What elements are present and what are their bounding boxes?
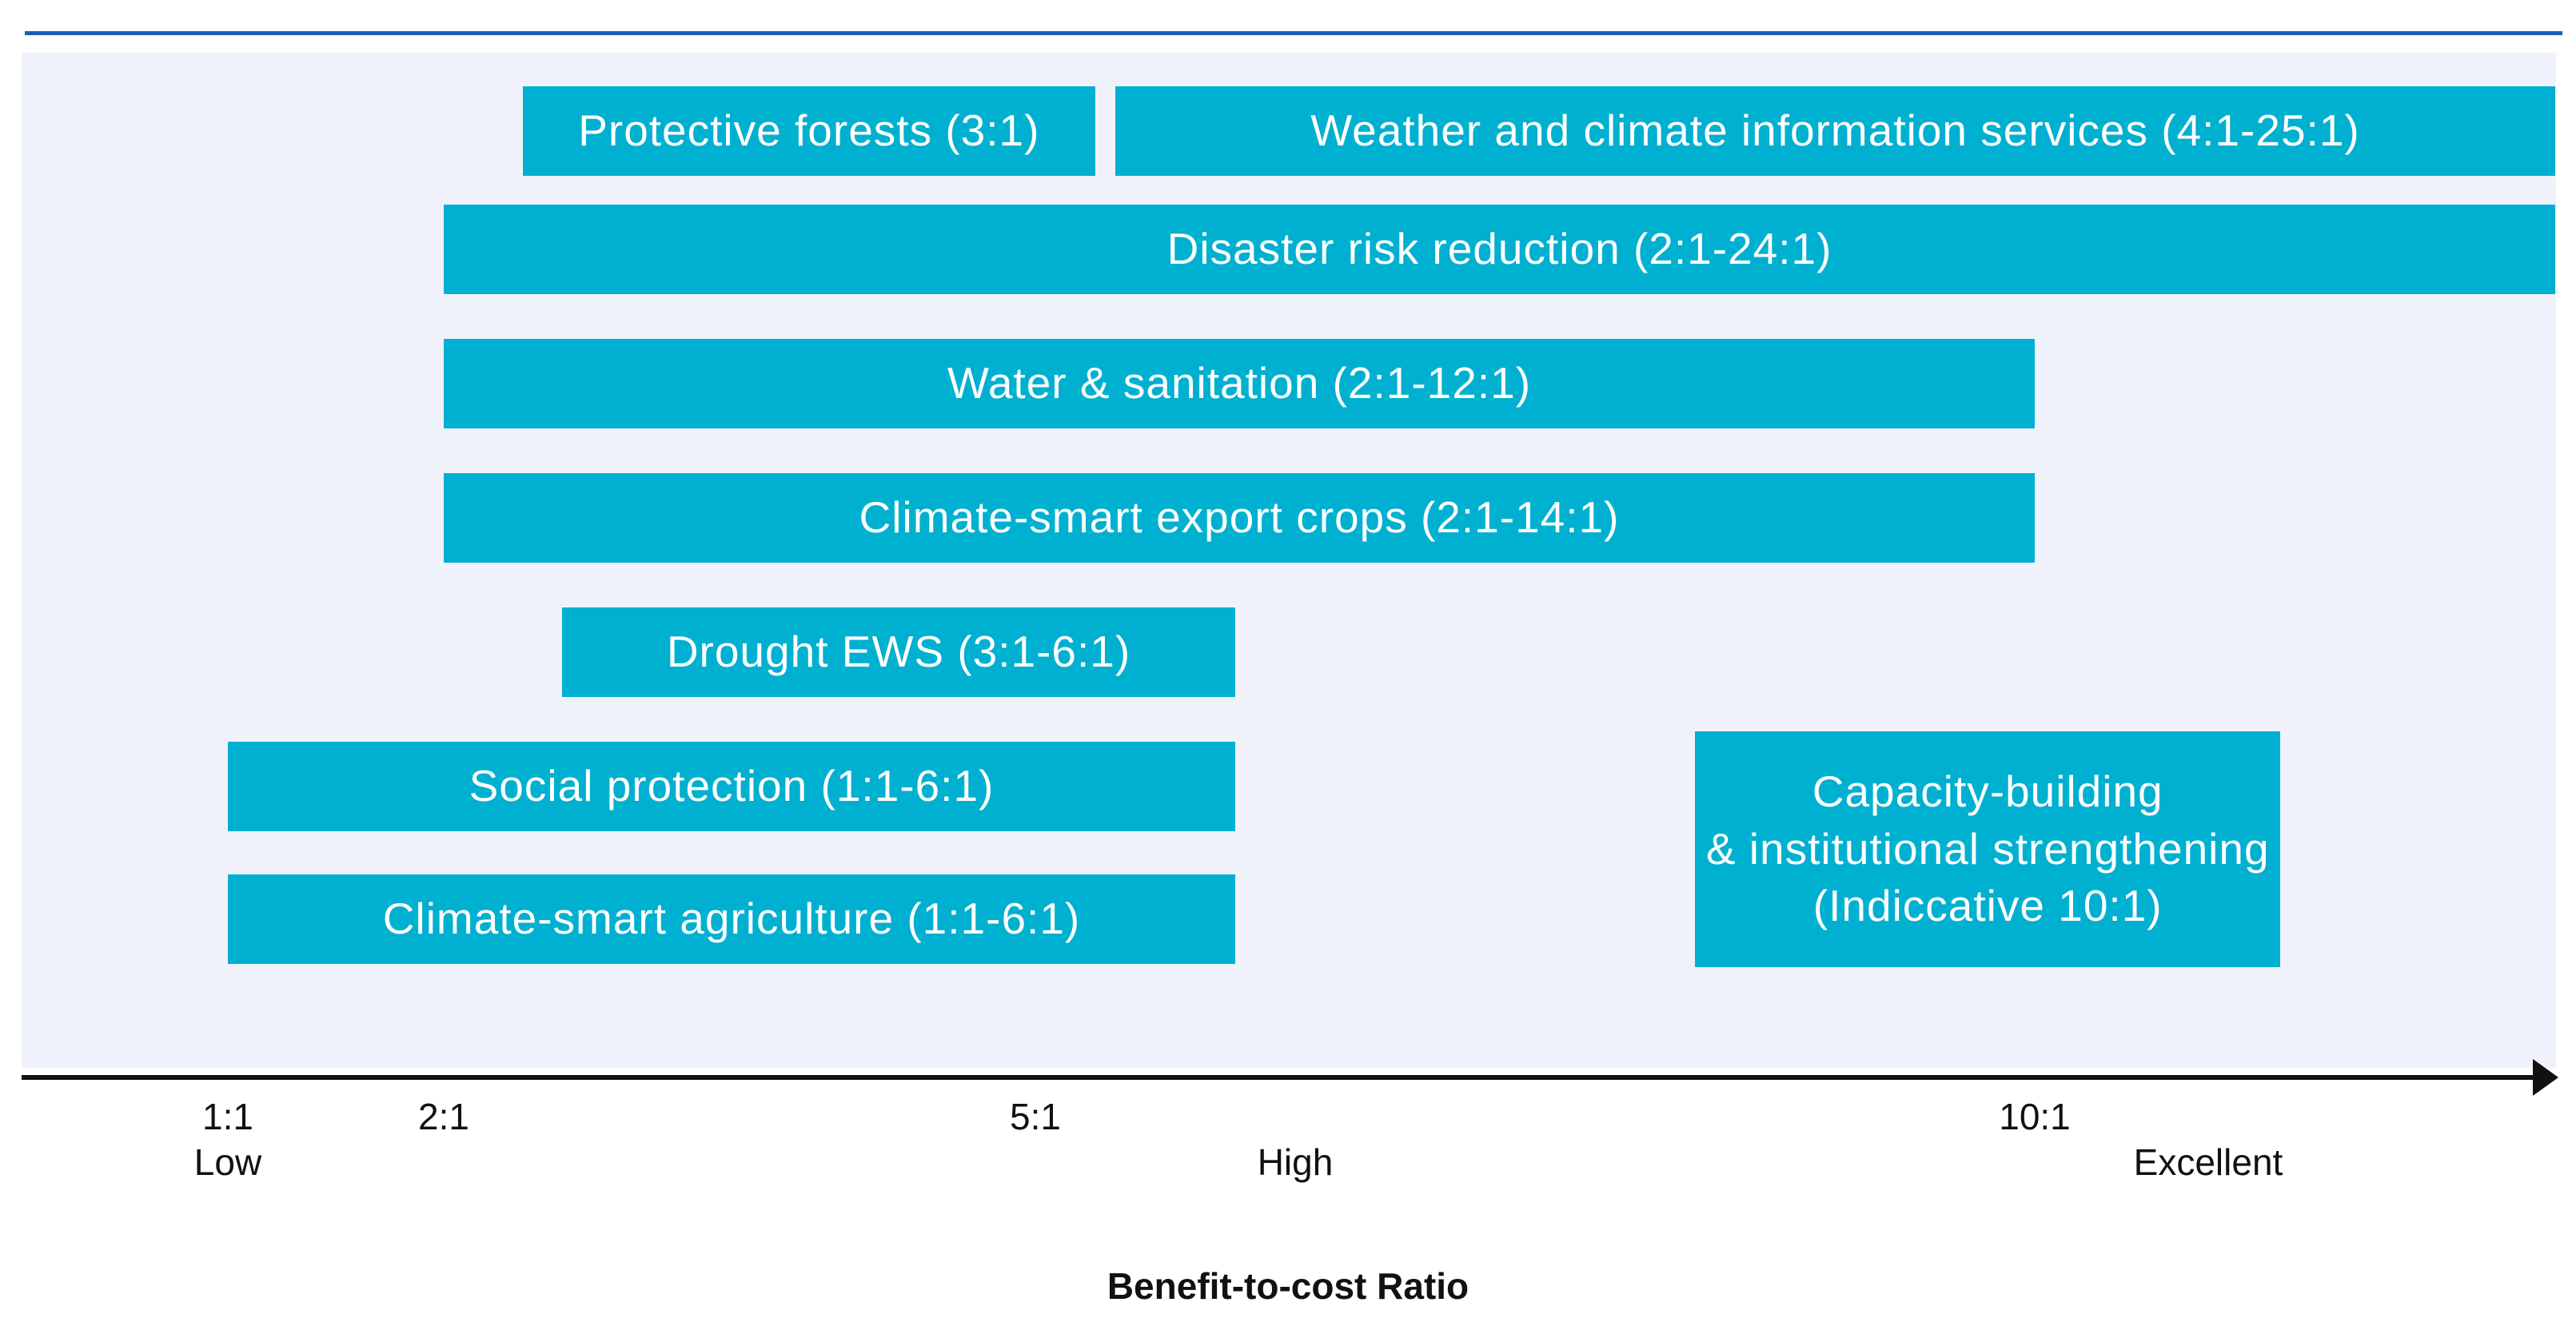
tick-label-5-1: 5:1 xyxy=(1010,1096,1061,1137)
x-axis-arrow-icon xyxy=(2533,1059,2558,1096)
bar-weather-climate-services: Weather and climate information services… xyxy=(1115,86,2555,176)
tick-label-10-1: 10:1 xyxy=(1999,1096,2071,1137)
tick-label-1-1: 1:1 xyxy=(202,1096,253,1137)
bar-climate-smart-agriculture: Climate-smart agriculture (1:1-6:1) xyxy=(228,874,1235,964)
bar-disaster-risk-reduction: Disaster risk reduction (2:1-24:1) xyxy=(444,205,2555,294)
tick-label-2-1: 2:1 xyxy=(418,1096,469,1137)
bar-climate-smart-export-crops: Climate-smart export crops (2:1-14:1) xyxy=(444,473,2035,563)
qual-label-excellent: Excellent xyxy=(2133,1141,2283,1183)
x-axis-title: Benefit-to-cost Ratio xyxy=(1107,1265,1469,1307)
bar-protective-forests: Protective forests (3:1) xyxy=(522,86,1095,176)
qual-label-low: Low xyxy=(193,1141,262,1183)
x-axis-line xyxy=(22,1075,2536,1080)
bar-drought-ews: Drought EWS (3:1-6:1) xyxy=(562,607,1235,697)
bar-capacity-building: Capacity-building & institutional streng… xyxy=(1695,731,2281,967)
top-rule xyxy=(25,31,2562,35)
qual-label-high: High xyxy=(1257,1141,1334,1183)
bar-social-protection: Social protection (1:1-6:1) xyxy=(228,742,1235,831)
bar-water-sanitation: Water & sanitation (2:1-12:1) xyxy=(444,339,2035,428)
